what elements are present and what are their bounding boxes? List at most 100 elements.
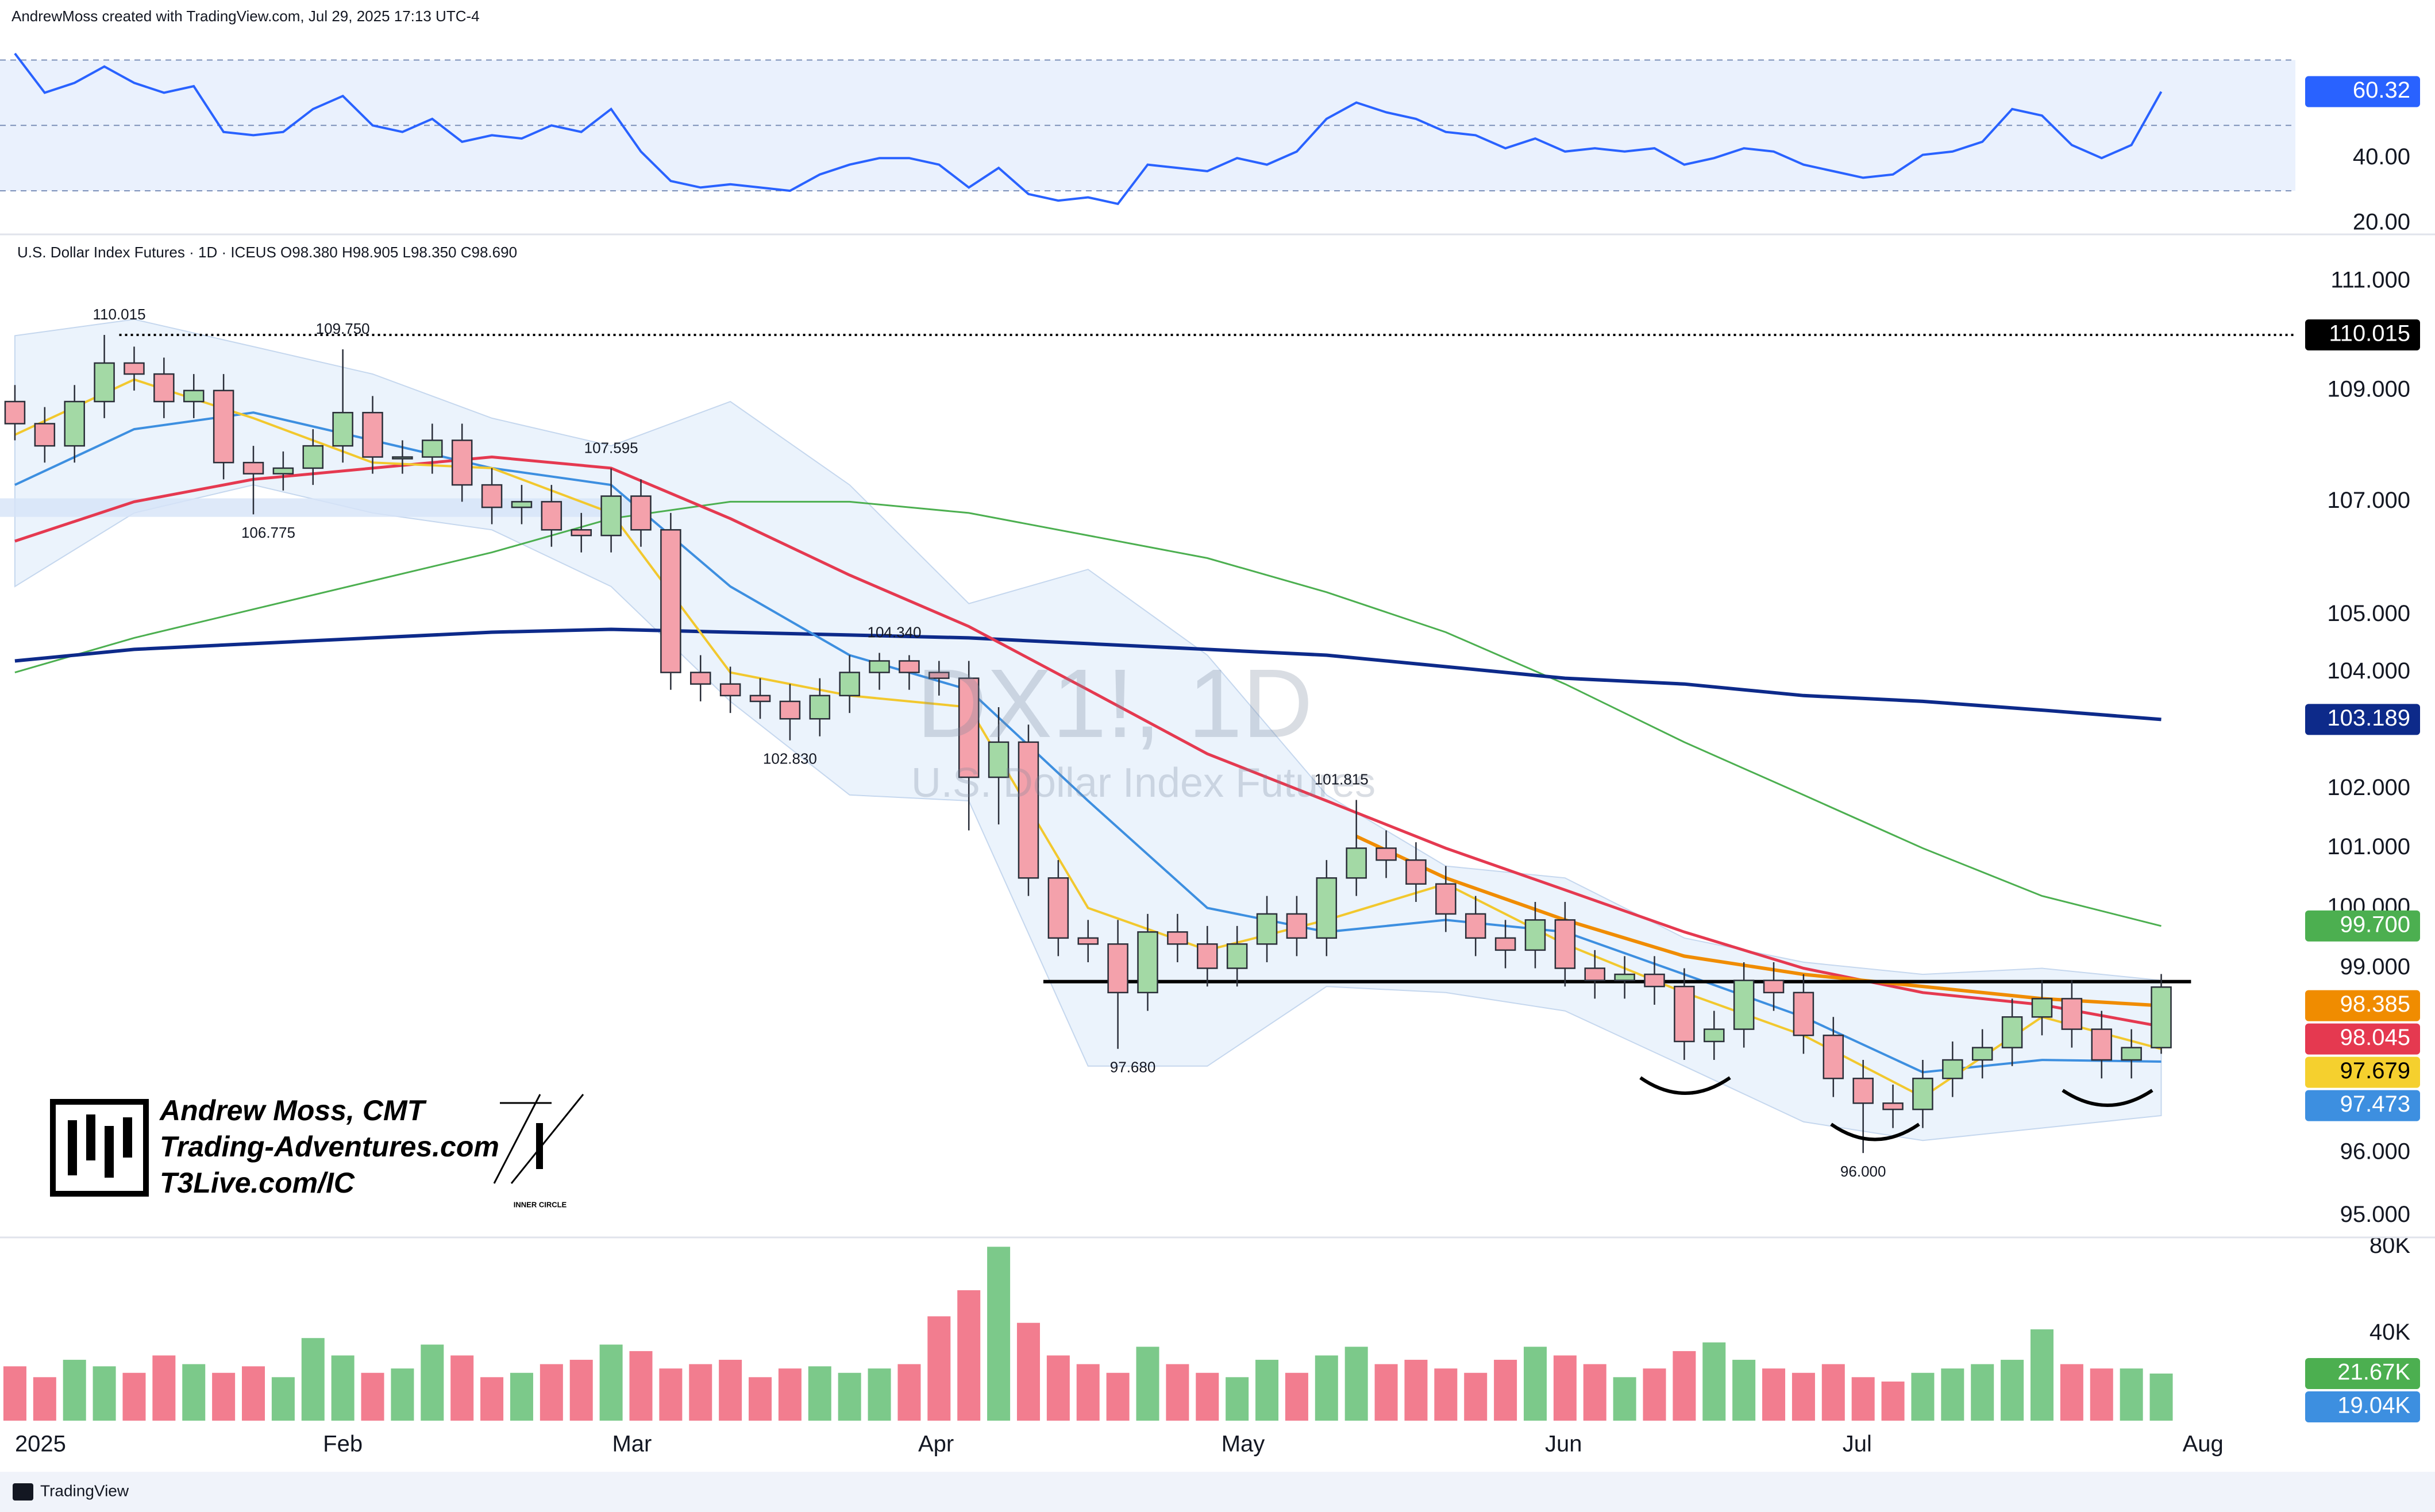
- logo-box: [50, 1099, 149, 1197]
- volume-bar: [152, 1355, 176, 1421]
- x-tick-label: Apr: [918, 1432, 954, 1457]
- x-tick-label: Mar: [612, 1432, 652, 1457]
- candle-body: [1077, 937, 1099, 945]
- rsi-tick-label: 40.00: [2353, 144, 2410, 169]
- x-tick-label: Jun: [1545, 1432, 1582, 1457]
- candle-body: [2091, 1028, 2113, 1061]
- candle-body: [1197, 943, 1218, 969]
- volume-bar: [242, 1366, 265, 1421]
- candle-body: [1704, 1028, 1725, 1043]
- volume-bar: [1851, 1377, 1875, 1421]
- x-tick-label: May: [1222, 1432, 1265, 1457]
- price-marker: [2305, 1090, 2420, 1121]
- candle-body: [690, 672, 711, 685]
- candle-body: [213, 389, 234, 464]
- price-marker-label: 60.32: [2353, 78, 2410, 103]
- candle-body: [242, 461, 264, 475]
- candle-body: [1852, 1078, 1874, 1104]
- volume-bar: [1166, 1364, 1189, 1421]
- candle-body: [1823, 1035, 1844, 1079]
- price-marker-label: 99.700: [2340, 912, 2410, 937]
- price-annotation: 102.830: [763, 750, 817, 767]
- candle-body: [1494, 937, 1516, 951]
- candle-body: [34, 423, 56, 447]
- candle-body: [541, 501, 562, 531]
- logo-candle: [68, 1120, 77, 1175]
- badge-text: INNER CIRCLE: [514, 1200, 567, 1209]
- volume-bar: [271, 1377, 295, 1421]
- candle-body: [1316, 877, 1338, 939]
- candle-body: [332, 411, 353, 447]
- rsi-line: [14, 52, 2163, 206]
- price-marker: [2305, 704, 2420, 735]
- volume-bar: [1702, 1342, 1726, 1421]
- volume-bar: [450, 1355, 474, 1421]
- volume-bar: [659, 1368, 683, 1421]
- candle-body: [1107, 943, 1128, 994]
- logo-candle: [105, 1126, 114, 1178]
- volume-bar: [689, 1364, 712, 1421]
- volume-bar: [1523, 1347, 1547, 1421]
- volume-bar: [1673, 1351, 1696, 1421]
- volume-bar: [1464, 1372, 1488, 1421]
- volume-bar: [778, 1368, 802, 1421]
- volume-bar: [1941, 1368, 1964, 1421]
- price-annotation: 107.595: [584, 439, 638, 456]
- volume-bar: [719, 1360, 742, 1421]
- candle-body: [839, 672, 860, 697]
- legend: U.S. Dollar Index Futures · 1D · ICEUS O…: [17, 244, 517, 261]
- candle-body: [928, 672, 950, 679]
- volume-tick-label: 40K: [2369, 1320, 2410, 1345]
- moving-average: [14, 627, 2162, 722]
- volume-bar: [897, 1364, 921, 1421]
- candle-body: [958, 677, 980, 778]
- candle-body: [94, 362, 115, 403]
- candle-body: [2001, 1016, 2023, 1048]
- price-marker: [2305, 1023, 2420, 1055]
- y-tick-label: 109.000: [2327, 376, 2410, 402]
- volume-bar: [3, 1366, 26, 1421]
- candle-body: [2151, 986, 2172, 1048]
- volume-bar: [93, 1366, 116, 1421]
- y-tick-label: 107.000: [2327, 488, 2410, 513]
- volume-bar: [361, 1372, 384, 1421]
- candle-body: [1376, 847, 1397, 861]
- volume-bar: [122, 1372, 146, 1421]
- volume-bar: [808, 1366, 831, 1421]
- price-marker-label: 110.015: [2329, 321, 2410, 346]
- price-annotation: 106.775: [241, 524, 295, 541]
- volume-bar: [1255, 1360, 1279, 1421]
- price-marker-label: 98.385: [2340, 992, 2410, 1017]
- candle-body: [1256, 913, 1278, 945]
- footer-bar: [0, 1472, 2435, 1512]
- price-marker-label: 19.04K: [2337, 1393, 2410, 1418]
- volume-bar: [1583, 1364, 1606, 1421]
- candle-body: [1942, 1059, 1963, 1079]
- candle-body: [511, 501, 533, 508]
- candle-body: [2031, 998, 2053, 1018]
- price-marker: [2305, 910, 2420, 942]
- badge-line: [493, 1094, 541, 1184]
- volume-bar: [1821, 1364, 1845, 1421]
- volume-bar: [2149, 1373, 2173, 1421]
- candle-body: [1733, 979, 1755, 1030]
- price-annotation: 101.815: [1315, 770, 1369, 788]
- volume-bar: [957, 1290, 981, 1421]
- footer-logo: [13, 1483, 33, 1501]
- volume-bar: [749, 1377, 772, 1421]
- credit: AndrewMoss created with TradingView.com,…: [11, 7, 480, 25]
- y-tick-label: 102.000: [2327, 775, 2410, 800]
- volume-bar: [1106, 1372, 1130, 1421]
- price-annotation: 97.680: [1110, 1059, 1156, 1076]
- candle-body: [1435, 883, 1457, 915]
- candle-body: [1793, 992, 1814, 1036]
- volume-bar: [510, 1372, 533, 1421]
- rsi-band: [0, 60, 2295, 191]
- candle-body: [1524, 919, 1546, 951]
- candle-body: [422, 439, 443, 458]
- candle-body: [1912, 1078, 1933, 1110]
- candle-body: [2061, 998, 2083, 1030]
- pattern-arc: [1830, 1123, 1920, 1141]
- x-tick-label: 2025: [15, 1432, 66, 1457]
- volume-bar: [1911, 1372, 1935, 1421]
